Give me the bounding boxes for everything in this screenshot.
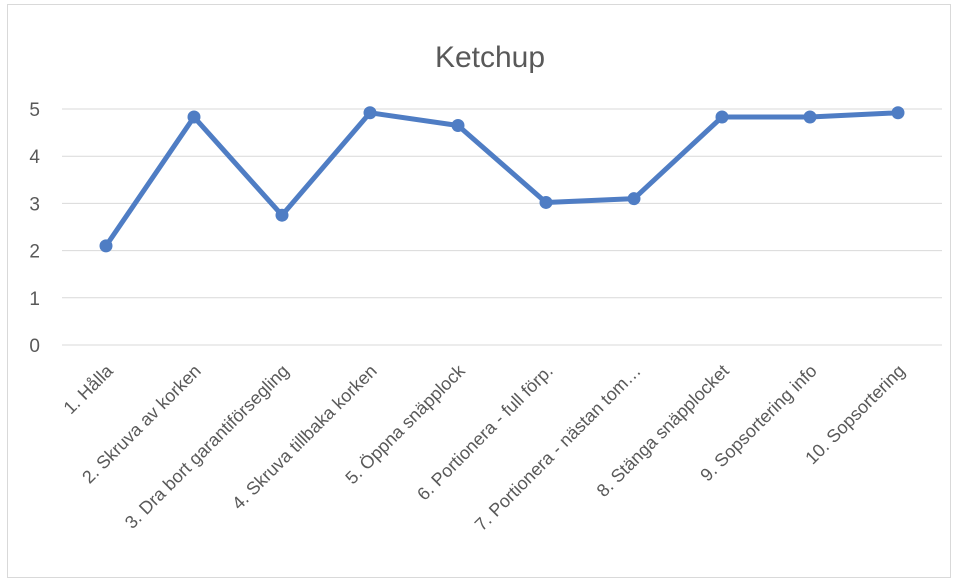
y-tick-label: 1 <box>29 289 40 310</box>
chart-title: Ketchup <box>435 41 545 74</box>
y-tick-label: 2 <box>29 242 40 263</box>
data-point <box>363 106 377 120</box>
y-axis-ticks: 0 1 2 3 4 5 <box>29 100 40 357</box>
data-point <box>187 110 201 124</box>
data-point <box>99 239 113 253</box>
data-point <box>275 208 289 222</box>
chart-frame <box>7 4 951 578</box>
gridlines <box>62 108 942 346</box>
x-tick-label: 1. Hålla <box>60 360 118 418</box>
data-point <box>803 110 817 124</box>
y-tick-label: 3 <box>29 194 40 215</box>
series-line <box>103 110 899 248</box>
x-tick-label: 3. Dra bort garantiförsegling <box>121 361 293 533</box>
data-point <box>451 119 465 133</box>
data-point <box>627 192 641 206</box>
x-tick-label: 7. Portionera - nästan tom… <box>471 361 645 535</box>
data-point <box>891 106 905 120</box>
data-point <box>715 110 729 124</box>
y-tick-label: 0 <box>29 336 40 357</box>
x-tick-label: 4. Skruva tillbaka korken <box>228 361 381 514</box>
y-tick-label: 4 <box>29 147 40 168</box>
data-point <box>539 195 553 209</box>
y-tick-label: 5 <box>29 100 40 121</box>
data-points <box>99 106 905 253</box>
